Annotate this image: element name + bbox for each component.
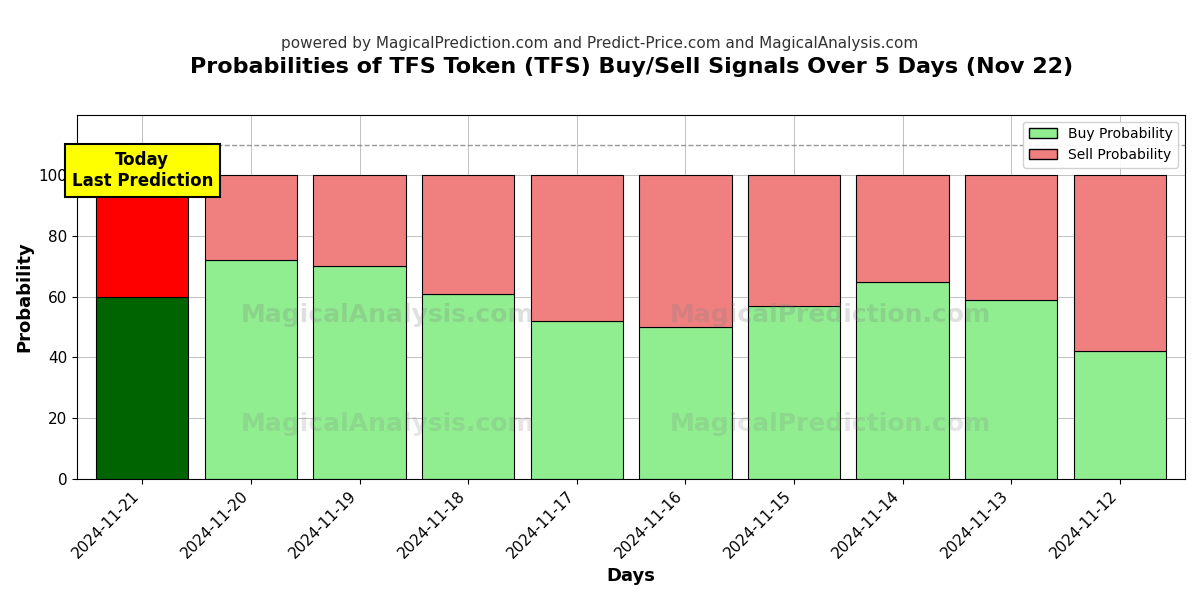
- Bar: [965, 300, 1057, 479]
- Bar: [96, 297, 188, 479]
- Bar: [640, 175, 732, 327]
- Title: Probabilities of TFS Token (TFS) Buy/Sell Signals Over 5 Days (Nov 22): Probabilities of TFS Token (TFS) Buy/Sel…: [190, 57, 1073, 77]
- Bar: [205, 260, 298, 479]
- Bar: [1074, 352, 1166, 479]
- Bar: [422, 293, 515, 479]
- Text: MagicalPrediction.com: MagicalPrediction.com: [670, 412, 991, 436]
- Bar: [965, 175, 1057, 300]
- Bar: [96, 175, 188, 297]
- Text: MagicalPrediction.com: MagicalPrediction.com: [670, 303, 991, 327]
- Text: MagicalAnalysis.com: MagicalAnalysis.com: [240, 412, 534, 436]
- X-axis label: Days: Days: [607, 567, 655, 585]
- Bar: [205, 175, 298, 260]
- Legend: Buy Probability, Sell Probability: Buy Probability, Sell Probability: [1024, 122, 1178, 167]
- Bar: [857, 281, 949, 479]
- Bar: [1074, 175, 1166, 352]
- Bar: [530, 175, 623, 321]
- Bar: [422, 175, 515, 293]
- Bar: [748, 175, 840, 306]
- Text: MagicalAnalysis.com: MagicalAnalysis.com: [240, 303, 534, 327]
- Bar: [313, 175, 406, 266]
- Text: powered by MagicalPrediction.com and Predict-Price.com and MagicalAnalysis.com: powered by MagicalPrediction.com and Pre…: [281, 36, 919, 51]
- Bar: [530, 321, 623, 479]
- Bar: [640, 327, 732, 479]
- Bar: [857, 175, 949, 281]
- Bar: [748, 306, 840, 479]
- Bar: [313, 266, 406, 479]
- Text: Today
Last Prediction: Today Last Prediction: [72, 151, 214, 190]
- Y-axis label: Probability: Probability: [14, 241, 32, 352]
